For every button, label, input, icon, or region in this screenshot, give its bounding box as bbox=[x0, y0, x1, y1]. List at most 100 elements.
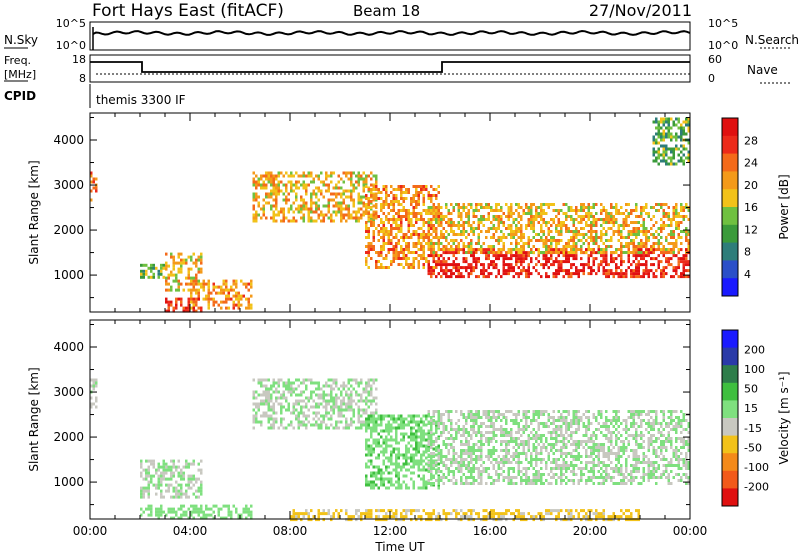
data-region-3 bbox=[140, 505, 253, 520]
data-cell bbox=[490, 455, 493, 458]
data-cell bbox=[353, 421, 356, 424]
data-cell bbox=[473, 257, 476, 260]
data-cell bbox=[533, 434, 536, 437]
data-cell bbox=[465, 212, 468, 215]
data-cell bbox=[375, 430, 378, 433]
data-cell bbox=[480, 248, 483, 251]
data-cell bbox=[310, 205, 313, 208]
data-cell bbox=[555, 260, 558, 263]
data-cell bbox=[398, 478, 401, 481]
data-cell bbox=[423, 254, 426, 257]
data-cell bbox=[183, 505, 186, 508]
data-cell bbox=[538, 215, 541, 218]
data-cell bbox=[545, 257, 548, 260]
data-cell bbox=[550, 218, 553, 221]
data-cell bbox=[348, 394, 351, 397]
data-cell bbox=[403, 418, 406, 421]
data-cell bbox=[368, 391, 371, 394]
data-cell bbox=[333, 211, 336, 214]
data-cell bbox=[605, 260, 608, 263]
data-cell bbox=[415, 421, 418, 424]
data-cell bbox=[443, 236, 446, 239]
data-cell bbox=[430, 251, 433, 254]
data-cell bbox=[458, 428, 461, 431]
data-cell bbox=[473, 419, 476, 422]
data-cell bbox=[608, 269, 611, 272]
data-cell bbox=[465, 251, 468, 254]
data-cell bbox=[170, 478, 173, 481]
data-cell bbox=[435, 260, 438, 263]
data-cell bbox=[423, 415, 426, 418]
data-cell bbox=[450, 437, 453, 440]
data-cell bbox=[95, 379, 98, 382]
data-cell bbox=[410, 457, 413, 460]
data-cell bbox=[295, 184, 298, 187]
data-cell bbox=[345, 403, 348, 406]
data-cell bbox=[383, 245, 386, 248]
data-cell bbox=[538, 422, 541, 425]
data-cell bbox=[435, 454, 438, 457]
data-cell bbox=[465, 476, 468, 479]
data-cell bbox=[285, 172, 288, 175]
data-cell bbox=[515, 257, 518, 260]
data-cell bbox=[450, 272, 453, 275]
data-cell bbox=[480, 464, 483, 467]
data-cell bbox=[390, 185, 393, 188]
data-cell bbox=[145, 475, 148, 478]
data-cell bbox=[525, 440, 528, 443]
data-cell bbox=[458, 461, 461, 464]
data-cell bbox=[663, 272, 666, 275]
data-cell bbox=[275, 397, 278, 400]
data-cell bbox=[385, 194, 388, 197]
data-cell bbox=[365, 203, 368, 206]
data-cell bbox=[305, 184, 308, 187]
data-cell bbox=[535, 482, 538, 485]
data-cell bbox=[325, 172, 328, 175]
data-cell bbox=[440, 218, 443, 221]
data-cell bbox=[363, 388, 366, 391]
data-cell bbox=[350, 400, 353, 403]
data-cell bbox=[655, 142, 658, 145]
data-cell bbox=[140, 273, 143, 276]
data-cell bbox=[148, 466, 151, 469]
data-cell bbox=[323, 397, 326, 400]
data-cell bbox=[235, 283, 238, 286]
data-cell bbox=[685, 248, 688, 251]
data-cell bbox=[440, 422, 443, 425]
data-cell bbox=[683, 215, 686, 218]
data-cell bbox=[173, 307, 176, 310]
data-cell bbox=[678, 233, 681, 236]
data-cell bbox=[683, 121, 686, 124]
data-cell bbox=[95, 178, 98, 181]
data-cell bbox=[445, 272, 448, 275]
data-cell bbox=[410, 478, 413, 481]
data-cell bbox=[348, 178, 351, 181]
data-cell bbox=[540, 224, 543, 227]
data-cell bbox=[258, 379, 261, 382]
data-cell bbox=[505, 434, 508, 437]
data-cell bbox=[395, 418, 398, 421]
data-cell bbox=[658, 233, 661, 236]
data-cell bbox=[145, 469, 148, 472]
data-cell bbox=[330, 214, 333, 217]
data-cell bbox=[573, 209, 576, 212]
data-cell bbox=[553, 275, 556, 278]
data-cell bbox=[203, 511, 206, 514]
freq-tick-high: 18 bbox=[72, 53, 86, 66]
data-cell bbox=[440, 206, 443, 209]
data-cell bbox=[535, 440, 538, 443]
data-cell bbox=[325, 403, 328, 406]
data-cell bbox=[503, 260, 506, 263]
data-cell bbox=[555, 248, 558, 251]
data-cell bbox=[513, 452, 516, 455]
data-cell bbox=[610, 221, 613, 224]
data-cell bbox=[415, 203, 418, 206]
data-cell bbox=[398, 251, 401, 254]
data-cell bbox=[248, 283, 251, 286]
data-cell bbox=[678, 275, 681, 278]
data-cell bbox=[663, 148, 666, 151]
data-cell bbox=[165, 472, 168, 475]
data-cell bbox=[293, 202, 296, 205]
data-cell bbox=[143, 270, 146, 273]
data-cell bbox=[555, 275, 558, 278]
